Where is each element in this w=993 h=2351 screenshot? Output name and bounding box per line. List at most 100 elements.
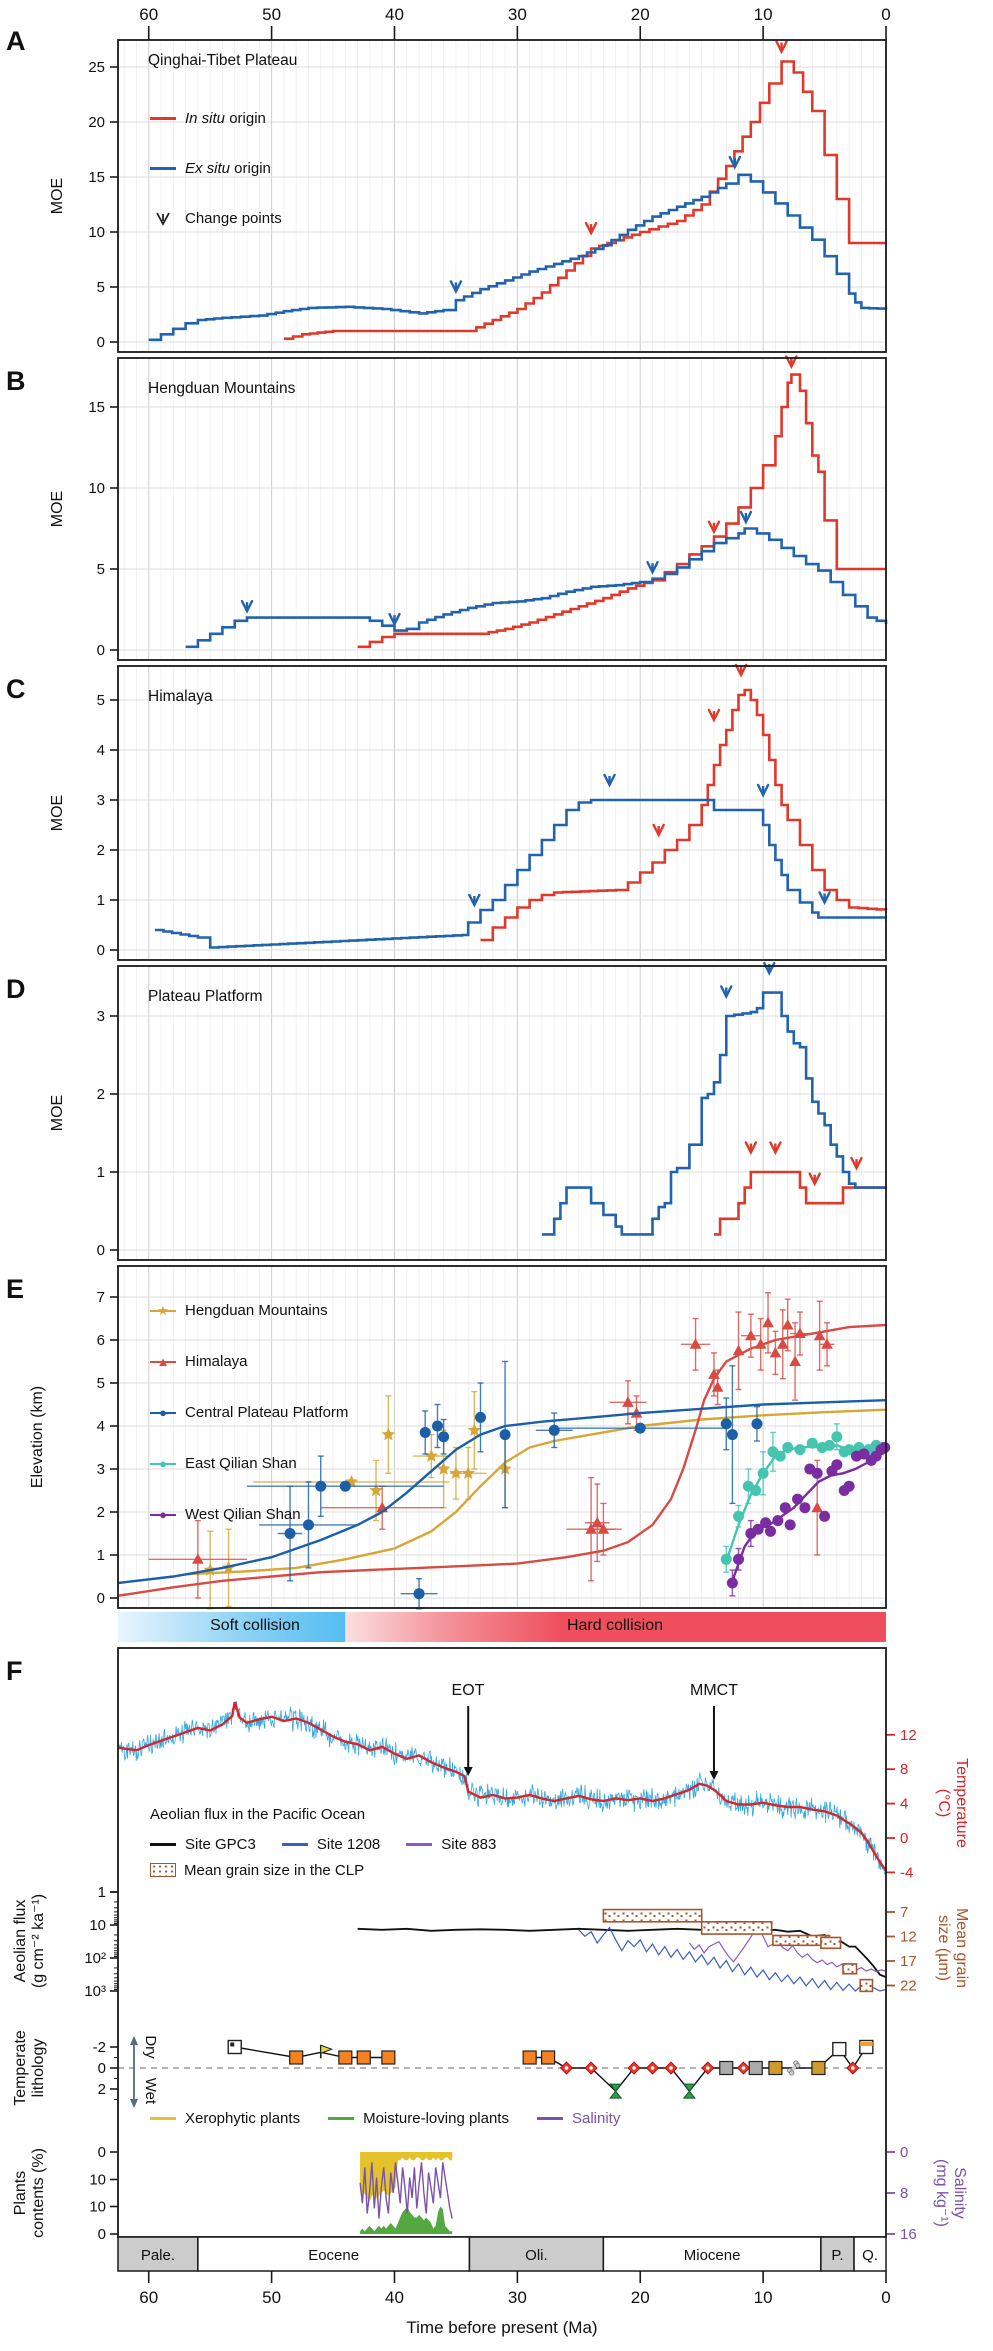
panel-C-ytick: 1 (97, 892, 105, 909)
temperature-noise (117, 1701, 887, 1875)
geo-unit-label: Miocene (684, 2247, 741, 2264)
top-xtick: 50 (262, 5, 281, 24)
ex-situ-label: Ex situ (185, 159, 231, 177)
litho-marker-orange-square (356, 2050, 371, 2065)
west-qilian-marker: ● (150, 1507, 176, 1523)
change-point-icon (240, 599, 254, 614)
grain-tick: 22 (900, 1978, 917, 1995)
y-label-moe-c: MOE (49, 794, 66, 832)
ex-situ-curve (154, 798, 886, 949)
panel-e-ytick: 7 (97, 1289, 105, 1306)
y-label-temperature: Temperature (°C) (935, 1758, 970, 1848)
geo-unit (197, 2236, 471, 2272)
panel-letter-e: E (6, 1274, 25, 1304)
grain-size-box (820, 1936, 842, 1950)
panel-C-ytick: 0 (97, 942, 105, 959)
change-point-icon (728, 155, 742, 170)
litho-marker-orange-square (540, 2050, 556, 2065)
temp-tick: 4 (900, 1796, 908, 1813)
y-label-plants: Plants contents (%) (12, 2148, 47, 2238)
plants-tick: 10 (89, 2199, 106, 2216)
grain-size-box (700, 1921, 773, 1935)
panel-c: 0 1 2 3 4 5 (97, 663, 888, 961)
legend-in-situ: In situ origin (150, 102, 282, 134)
hengduan-label: Hengduan Mountains (185, 1302, 328, 1319)
litho-marker-tan-square (811, 2060, 826, 2076)
litho-tick: -2 (93, 2039, 106, 2056)
change-point-icon (785, 355, 798, 370)
geo-unit-label: Q. (862, 2247, 878, 2264)
temp-tick: 12 (900, 1727, 917, 1744)
flux-tick: 10³ (84, 1983, 106, 2000)
panel-A-ytick: 20 (88, 114, 105, 131)
panel-B-ytick: 5 (97, 561, 105, 578)
grain-box-swatch (150, 1863, 176, 1877)
legend-west-qilian: ● West Qilian Shan (150, 1498, 348, 1531)
top-xtick: 40 (385, 5, 404, 24)
hard-collision-label: Hard collision (566, 1617, 664, 1634)
litho-marker-green-plant (609, 2083, 623, 2099)
eot-label: EOT (451, 1682, 485, 1699)
bottom-xtick: 30 (508, 2288, 527, 2307)
panel-C-ytick: 2 (97, 842, 105, 859)
change-points-icon (150, 210, 176, 226)
ex-situ-curve (185, 527, 888, 649)
legend-grain-size: Mean grain size in the CLP (150, 1858, 364, 1882)
panel-A-ytick: 25 (88, 59, 105, 76)
change-point-icon (769, 1141, 782, 1156)
bottom-xtick: 0 (881, 2288, 890, 2307)
geo-unit-label: Eocene (308, 2247, 359, 2264)
panel-d-title: Plateau Platform (148, 988, 263, 1005)
temp-tick: -4 (900, 1864, 913, 1881)
change-point-icon (388, 612, 401, 627)
litho-marker-green-plant (682, 2083, 696, 2099)
litho-marker-open-square (832, 2041, 847, 2057)
hengduan-marker: ★ (150, 1303, 176, 1319)
panel-f: 12 8 4 0 -4 1 10 10² 10³ 7 12 17 22 -2 0 2 0 10 10 0 0 8 16 (84, 1647, 917, 2243)
panel-A-ytick: 10 (88, 224, 105, 241)
panel-e-ytick: 2 (97, 1504, 105, 1521)
panel-letter-b: B (6, 366, 26, 396)
legend-moisture: Moisture-loving plants (328, 2106, 509, 2130)
panel-a: 0 5 10 15 20 25 (88, 39, 888, 353)
temperature-curve (117, 1701, 887, 1872)
xerophytic-area (360, 2152, 453, 2202)
flux-legend-title: Aeolian flux in the Pacific Ocean (150, 1806, 366, 1823)
panel-a-legend: In situ origin Ex situ origin Change poi… (150, 84, 282, 252)
east-qilian-marker: ● (150, 1456, 176, 1472)
flux-tick: 10² (84, 1950, 106, 1967)
salinity-curve (359, 2162, 453, 2219)
in-situ-label-rest: origin (225, 109, 266, 127)
litho-marker-orange-square (381, 2050, 396, 2065)
panel-e-ytick: 1 (97, 1547, 105, 1564)
salinity-tick: 0 (900, 2144, 908, 2161)
himalaya-marker: ▲ (150, 1354, 176, 1370)
temp-tick: 0 (900, 1830, 908, 1847)
legend-ex-situ: Ex situ origin (150, 152, 282, 184)
legend-site-gpc3: Site GPC3 (150, 1832, 256, 1856)
central-plateau-marker: ● (150, 1405, 176, 1421)
geo-unit (602, 2236, 822, 2272)
y-label-grain-size: Mean grain size (µm) (935, 1907, 970, 1989)
legend-site-1208: Site 1208 (281, 1832, 380, 1856)
panel-B-ytick: 10 (88, 480, 105, 497)
top-xtick: 0 (881, 5, 890, 24)
litho-marker-gray-square (719, 2060, 734, 2076)
legend-xerophytic: Xerophytic plants (150, 2106, 300, 2130)
litho-marker-yellow-flag (320, 2044, 334, 2054)
change-point-icon (468, 893, 481, 908)
panel-A-ytick: 5 (97, 279, 105, 296)
salinity-tick: 16 (900, 2226, 917, 2243)
in-situ-line-swatch (150, 116, 176, 120)
grain-legend-label: Mean grain size in the CLP (184, 1861, 365, 1879)
in-situ-curve (714, 1170, 886, 1236)
series-4 (726, 1442, 891, 1597)
legend-himalaya: ▲ Himalaya (150, 1345, 348, 1378)
legend-central-plateau: ● Central Plateau Platform (150, 1396, 348, 1429)
legend-hengduan: ★ Hengduan Mountains (150, 1294, 348, 1327)
himalaya-label: Himalaya (185, 1353, 248, 1370)
change-point-icon (707, 520, 721, 535)
flux-tick: 10 (89, 1917, 106, 1934)
litho-tick: 2 (98, 2081, 106, 2098)
change-point-icon (603, 773, 616, 788)
